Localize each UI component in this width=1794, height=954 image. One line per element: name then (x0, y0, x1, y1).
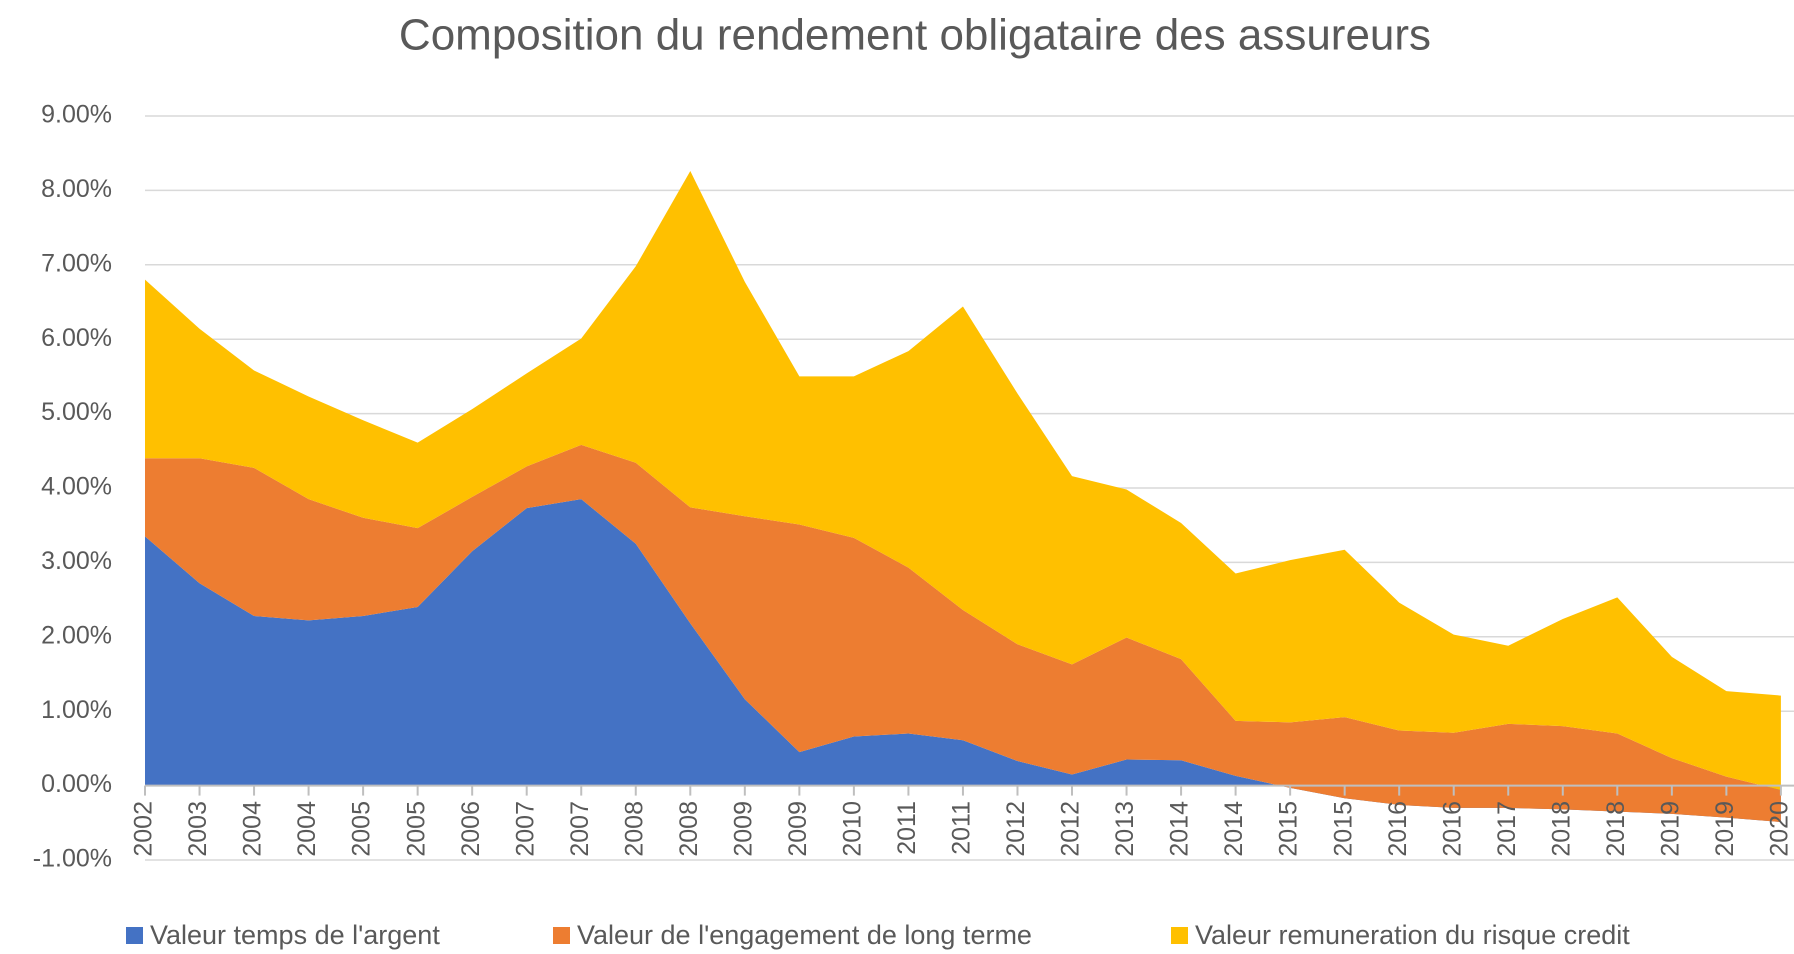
x-tick-label: 2011 (893, 801, 921, 855)
legend-swatch (126, 927, 143, 944)
x-tick-label: 2003 (184, 801, 212, 857)
x-tick-label: 2008 (675, 801, 703, 857)
x-tick-label: 2014 (1220, 801, 1248, 857)
legend-label: Valeur remuneration du risque credit (1195, 920, 1630, 950)
x-tick-label: 2020 (1766, 801, 1794, 857)
x-tick-label: 2012 (1002, 801, 1030, 857)
x-tick-label: 2007 (511, 801, 539, 857)
x-tick-label: 2005 (348, 801, 376, 857)
area (145, 171, 1781, 791)
y-tick-label: -1.00% (33, 845, 112, 873)
y-tick-label: 6.00% (41, 324, 112, 352)
x-tick-label: 2019 (1711, 801, 1739, 857)
x-tick-label: 2007 (566, 801, 594, 857)
x-tick-label: 2019 (1656, 801, 1684, 857)
x-tick-label: 2015 (1275, 801, 1303, 857)
x-tick-label: 2009 (729, 801, 757, 857)
y-tick-label: 7.00% (41, 249, 112, 277)
y-tick-label: 0.00% (41, 770, 112, 798)
x-tick-label: 2008 (620, 801, 648, 857)
y-tick-label: 2.00% (41, 621, 112, 649)
y-tick-label: 1.00% (41, 696, 112, 724)
legend-swatch (553, 927, 570, 944)
x-tick-label: 2006 (457, 801, 485, 857)
legend-label: Valeur temps de l'argent (150, 920, 440, 950)
x-tick-label: 2004 (239, 801, 267, 857)
x-tick-label: 2010 (838, 801, 866, 857)
legend-swatch (1171, 927, 1188, 944)
area (145, 444, 1781, 823)
x-tick-label: 2017 (1493, 801, 1521, 857)
y-tick-label: 4.00% (41, 473, 112, 501)
y-tick-label: 8.00% (41, 175, 112, 203)
y-tick-label: 5.00% (41, 398, 112, 426)
legend-label: Valeur de l'engagement de long terme (577, 920, 1032, 950)
x-tick-label: 2014 (1166, 801, 1194, 857)
x-tick-label: 2002 (130, 801, 158, 857)
chart-title: Composition du rendement obligataire des… (399, 11, 1431, 60)
x-tick-label: 2012 (1057, 801, 1085, 857)
x-tick-label: 2018 (1602, 801, 1630, 857)
y-tick-label: 9.00% (41, 101, 112, 129)
y-tick-label: 3.00% (41, 547, 112, 575)
x-tick-label: 2016 (1384, 801, 1412, 857)
x-tick-label: 2004 (293, 801, 321, 857)
x-tick-label: 2018 (1547, 801, 1575, 857)
x-tick-label: 2016 (1438, 801, 1466, 857)
x-tick-label: 2009 (784, 801, 812, 857)
x-tick-label: 2005 (402, 801, 430, 857)
x-tick-label: 2015 (1329, 801, 1357, 857)
x-tick-label: 2011 (948, 801, 976, 855)
x-tick-label: 2013 (1111, 801, 1139, 857)
area (145, 499, 1781, 823)
